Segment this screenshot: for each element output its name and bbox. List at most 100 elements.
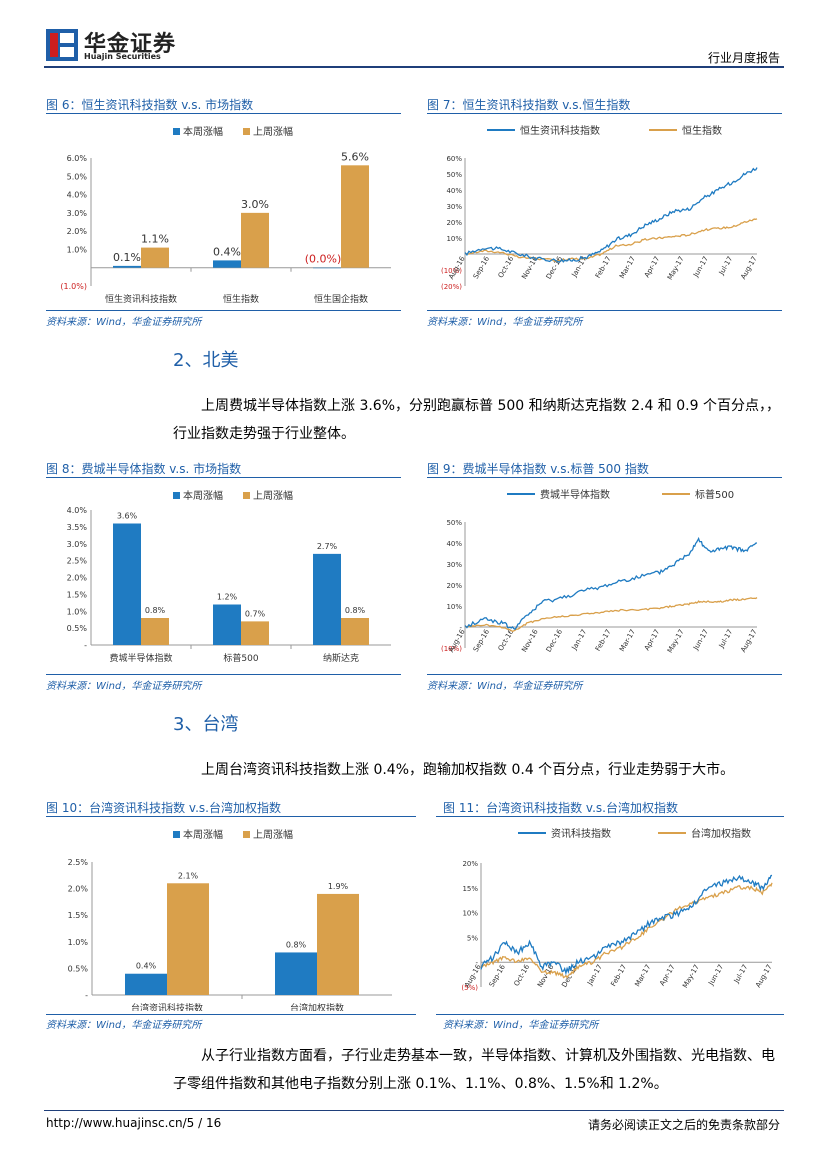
fig10-rule	[46, 816, 416, 817]
y-tick-label: 1.5%	[68, 911, 89, 920]
fig11-chart: 资讯科技指数 台湾加权指数(5%)-5%10%15%20%Aug-16 Sep-16…	[461, 827, 773, 992]
y-tick-label: 10%	[446, 235, 462, 243]
data-label: (0.0%)	[305, 253, 342, 266]
closing-paragraph: 从子行业指数方面看，子行业走势基本一致，半导体指数、计算机及外围指数、光电指数、…	[173, 1048, 775, 1092]
data-label: 0.8%	[145, 606, 166, 615]
bar	[167, 883, 209, 995]
y-tick-label: 5%	[467, 934, 478, 942]
y-tick-label: 10%	[446, 603, 462, 611]
x-tick-label: May-17	[666, 255, 686, 281]
y-tick-label: 30%	[446, 203, 462, 211]
x-category-label: 恒生国企指数	[314, 293, 368, 305]
x-tick-label: Apr-17	[658, 963, 676, 987]
y-tick-label: 1.5%	[67, 590, 88, 599]
fig9-source: 资料来源：Wind，华金证券研究所	[427, 681, 583, 692]
y-tick-label: 2.5%	[68, 858, 89, 867]
legend-swatch	[173, 831, 180, 838]
x-tick-label: May-17	[666, 628, 686, 654]
x-tick-label: Jul-17	[717, 255, 734, 277]
fig9-title: 图 9：费城半导体指数 v.s.标普 500 指数	[427, 462, 649, 476]
data-label: 3.0%	[241, 198, 269, 211]
x-tick-label: Aug-17	[754, 963, 773, 989]
fig10-title: 图 10：台湾资讯科技指数 v.s.台湾加权指数	[46, 801, 281, 815]
x-category-label: 纳斯达克	[323, 652, 359, 664]
x-tick-label: Jan-17	[570, 628, 589, 652]
x-tick-label: Oct-16	[497, 255, 516, 280]
x-tick-label: Jan-17	[585, 963, 604, 987]
fig8-title: 图 8：费城半导体指数 v.s. 市场指数	[46, 462, 242, 476]
footer-divider	[44, 1110, 784, 1111]
fig6-chart: 本周涨幅 上周涨幅 (1.0%) 1.0% 2.0% 3.0% 4.0% 5.0% 6.0% 恒生…	[60, 125, 391, 305]
fig8-rule	[46, 477, 401, 478]
section-title-north-america: 2、北美	[173, 350, 239, 371]
data-label: 0.4%	[136, 962, 157, 971]
data-label: 0.8%	[345, 606, 366, 615]
bar	[241, 212, 269, 268]
fig11-source: 资料来源：Wind，华金证券研究所	[443, 1020, 599, 1031]
x-tick-label: Nov-16	[536, 963, 556, 989]
header-divider	[44, 66, 784, 68]
data-label: 0.8%	[286, 940, 307, 949]
bar	[317, 893, 359, 995]
y-tick-label: (20%)	[441, 283, 462, 291]
y-tick-label: -	[459, 624, 462, 632]
legend-label: 费城半导体指数	[540, 488, 610, 501]
x-category-label: 费城半导体指数	[109, 652, 172, 664]
x-category-label: 台湾加权指数	[290, 1002, 344, 1011]
fig6-rule	[46, 113, 401, 114]
fig7-bottom-rule	[427, 310, 782, 311]
series-line	[464, 218, 758, 262]
data-label: 2.1%	[178, 871, 199, 880]
legend-label: 标普500	[695, 488, 734, 501]
series-line	[480, 874, 773, 976]
bar	[141, 618, 169, 645]
legend-label: 台湾加权指数	[691, 827, 751, 840]
fig8-bottom-rule	[46, 674, 401, 675]
fig6-bottom-rule	[46, 310, 401, 311]
x-tick-label: Feb-17	[594, 255, 613, 280]
y-tick-label: 2.0%	[67, 574, 88, 583]
x-tick-label: Mar-17	[633, 963, 652, 988]
legend-label: 恒生资讯科技指数	[520, 124, 600, 137]
y-tick-label: 15%	[462, 885, 478, 893]
footer-url-page[interactable]: http://www.huajinsc.cn/5 / 16	[46, 1116, 222, 1130]
x-tick-label: Sep-16	[472, 255, 492, 281]
legend-label: 上周涨幅	[253, 489, 293, 502]
huajin-logo-icon	[46, 29, 78, 61]
data-label: 2.7%	[317, 542, 338, 551]
y-tick-label: 0.5%	[67, 624, 88, 633]
x-tick-label: Feb-17	[594, 628, 613, 653]
series-line	[464, 536, 758, 631]
legend-label: 恒生指数	[682, 124, 722, 137]
x-tick-label: Apr-17	[643, 255, 661, 279]
bar	[141, 247, 169, 268]
y-tick-label: 0.5%	[68, 964, 89, 973]
y-tick-label: 6.0%	[67, 154, 88, 163]
data-label: 1.1%	[141, 233, 169, 246]
data-label: 1.2%	[217, 593, 238, 602]
y-tick-label: 3.0%	[67, 540, 88, 549]
bar	[313, 553, 341, 645]
bar	[313, 267, 341, 269]
y-tick-label: 2.5%	[67, 557, 88, 566]
x-tick-label: Jun-17	[691, 255, 710, 279]
fig10-chart: 本周涨幅 上周涨幅 - 0.5% 1.0% 1.5% 2.0% 2.5% 台湾资讯科技指数 0.4…	[68, 828, 392, 1011]
x-tick-label: May-17	[681, 963, 701, 989]
y-tick-label: 3.0%	[67, 209, 88, 218]
bar	[213, 260, 241, 268]
x-category-label: 标普500	[223, 652, 258, 664]
x-tick-label: Nov-16	[520, 628, 540, 654]
y-tick-label: 1.0%	[67, 607, 88, 616]
fig6-title: 图 6：恒生资讯科技指数 v.s. 市场指数	[46, 98, 254, 112]
legend-label: 本周涨幅	[183, 828, 223, 841]
data-label: 0.1%	[113, 251, 141, 264]
y-tick-label: 20%	[462, 860, 478, 868]
fig11-title: 图 11：台湾资讯科技指数 v.s.台湾加权指数	[443, 801, 678, 815]
x-tick-label: Jun-17	[691, 628, 710, 652]
bar	[113, 523, 141, 645]
legend-label: 本周涨幅	[183, 125, 223, 138]
x-tick-label: Aug-17	[739, 628, 758, 654]
legend-swatch	[243, 128, 250, 135]
series-line	[464, 597, 758, 633]
x-tick-label: Jul-17	[732, 963, 749, 985]
